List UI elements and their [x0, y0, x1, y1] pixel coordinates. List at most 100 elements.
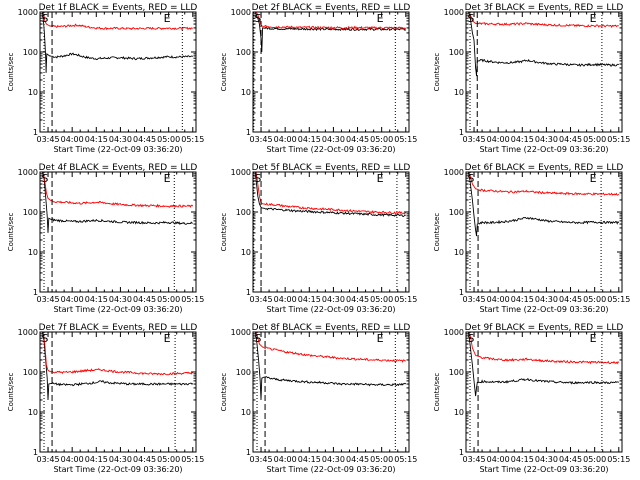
y-tick-label: 1000 [18, 168, 38, 177]
x-tick-label: 04:15 [85, 455, 108, 464]
x-tick-label: 05:15 [394, 135, 417, 144]
marker-s-label: S [254, 12, 261, 25]
x-tick-label: 04:15 [85, 295, 108, 304]
x-tick-label: 05:15 [607, 455, 630, 464]
x-tick-label: 05:15 [181, 295, 204, 304]
x-axis-label: Start Time (22-Oct-09 03:36:20) [53, 465, 182, 474]
y-tick-label: 10 [454, 88, 464, 97]
y-tick-label: 10 [454, 248, 464, 257]
x-tick-label: 04:15 [85, 135, 108, 144]
x-tick-label: 04:15 [298, 455, 321, 464]
panel-title: Det 8f BLACK = Events, RED = LLD [252, 323, 411, 333]
x-tick-label: 04:45 [346, 135, 369, 144]
y-axis-label: Counts/sec [433, 53, 441, 92]
y-tick-label: 10 [241, 88, 251, 97]
y-tick-label: 10 [241, 248, 251, 257]
y-tick-label: 1000 [444, 328, 464, 337]
x-tick-label: 04:45 [133, 295, 156, 304]
x-tick-label: 04:15 [298, 135, 321, 144]
y-axis-label: Counts/sec [7, 213, 15, 252]
x-axis-label: Start Time (22-Oct-09 03:36:20) [266, 145, 395, 154]
y-tick-label: 1000 [231, 168, 251, 177]
y-tick-label: 1 [33, 448, 38, 457]
events-series-line [40, 12, 194, 73]
marker-s-label: S [467, 172, 474, 185]
x-tick-label: 03:45 [37, 295, 60, 304]
y-tick-label: 1 [246, 448, 251, 457]
x-tick-label: 05:15 [394, 295, 417, 304]
marker-e-label: E [590, 172, 597, 185]
x-tick-label: 04:30 [535, 295, 558, 304]
y-tick-label: 1000 [18, 8, 38, 17]
y-tick-label: 10 [28, 248, 38, 257]
marker-s-label: S [41, 12, 48, 25]
plot-frame [252, 171, 410, 293]
y-tick-label: 100 [23, 208, 38, 217]
plot-frame [39, 331, 197, 453]
x-tick-label: 04:30 [322, 455, 345, 464]
y-tick-label: 1 [246, 288, 251, 297]
y-tick-label: 1000 [444, 168, 464, 177]
x-tick-label: 05:00 [157, 295, 180, 304]
plot-frame [465, 331, 623, 453]
x-tick-label: 03:45 [463, 135, 486, 144]
y-axis-label: Counts/sec [7, 53, 15, 92]
x-tick-label: 04:00 [274, 455, 297, 464]
x-tick-label: 05:00 [370, 295, 393, 304]
x-tick-label: 04:00 [61, 295, 84, 304]
plot-frame [465, 171, 623, 293]
x-axis-label: Start Time (22-Oct-09 03:36:20) [479, 305, 608, 314]
events-series-line [253, 332, 407, 401]
x-tick-label: 05:15 [607, 135, 630, 144]
x-tick-label: 04:45 [133, 135, 156, 144]
x-tick-label: 05:00 [583, 135, 606, 144]
events-series-line [466, 12, 620, 77]
x-tick-label: 05:00 [583, 455, 606, 464]
x-tick-label: 05:15 [181, 135, 204, 144]
panel-title: Det 4f BLACK = Events, RED = LLD [39, 163, 198, 173]
x-tick-label: 04:00 [61, 455, 84, 464]
x-tick-label: 03:45 [37, 455, 60, 464]
marker-s-label: S [467, 332, 474, 345]
y-tick-label: 100 [23, 48, 38, 57]
y-tick-label: 1 [33, 288, 38, 297]
marker-e-label: E [164, 332, 171, 345]
x-tick-label: 03:45 [37, 135, 60, 144]
x-tick-label: 04:30 [535, 135, 558, 144]
y-tick-label: 100 [449, 368, 464, 377]
y-tick-label: 1 [459, 448, 464, 457]
lld-series-line [40, 172, 194, 208]
y-tick-label: 1000 [231, 8, 251, 17]
x-tick-label: 04:30 [109, 295, 132, 304]
x-tick-label: 04:15 [511, 295, 534, 304]
panel-title: Det 5f BLACK = Events, RED = LLD [252, 163, 411, 173]
marker-s-label: S [41, 332, 48, 345]
marker-e-label: E [164, 172, 171, 185]
events-series-line [253, 172, 407, 218]
x-tick-label: 04:30 [109, 455, 132, 464]
x-tick-label: 04:45 [346, 455, 369, 464]
y-tick-label: 10 [28, 408, 38, 417]
lld-series-line [466, 12, 619, 29]
y-tick-label: 1000 [231, 328, 251, 337]
plot-frame [252, 331, 410, 453]
y-tick-label: 1000 [18, 328, 38, 337]
x-tick-label: 04:30 [322, 295, 345, 304]
x-tick-label: 05:00 [370, 455, 393, 464]
x-tick-label: 04:00 [274, 295, 297, 304]
plot-frame [39, 171, 197, 293]
marker-e-label: E [377, 12, 384, 25]
panel-title: Det 9f BLACK = Events, RED = LLD [465, 323, 624, 333]
plot-frame [39, 11, 197, 133]
panel-title: Det 2f BLACK = Events, RED = LLD [252, 3, 411, 13]
x-axis-label: Start Time (22-Oct-09 03:36:20) [53, 305, 182, 314]
x-tick-label: 04:30 [535, 455, 558, 464]
x-axis-label: Start Time (22-Oct-09 03:36:20) [266, 465, 395, 474]
y-tick-label: 10 [241, 408, 251, 417]
plot-frame [465, 11, 623, 133]
